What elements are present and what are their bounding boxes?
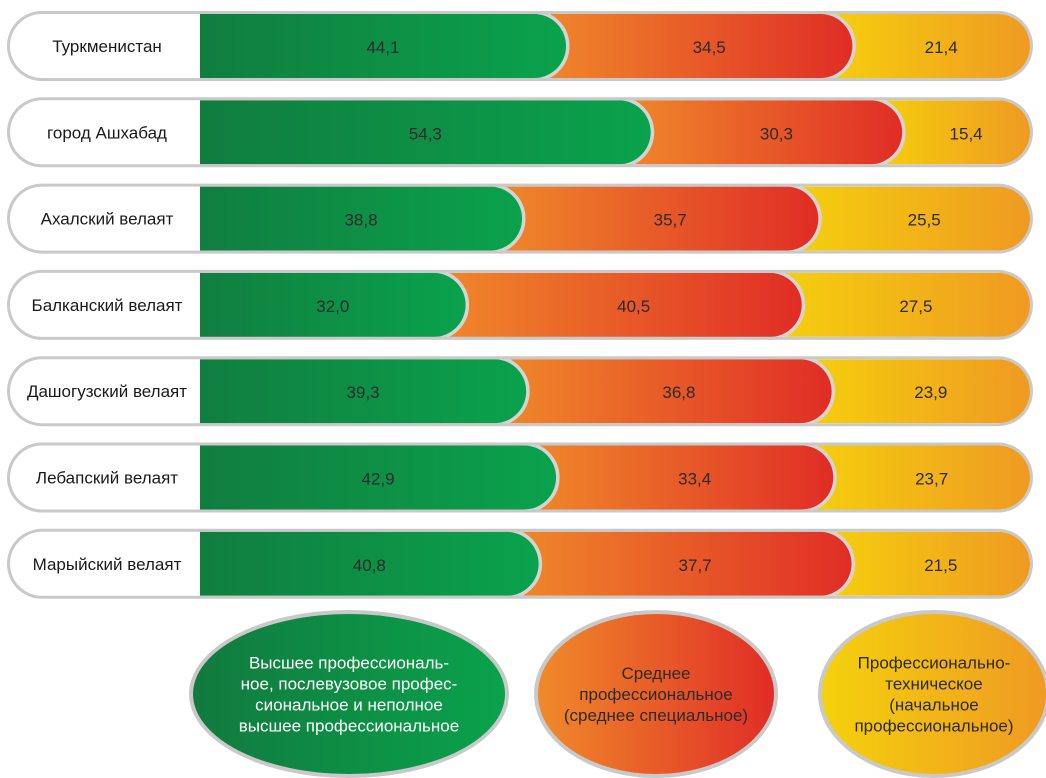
chart-row: 32,0 40,5 27,5 Балканский велаят <box>7 269 1033 340</box>
row-segments <box>200 272 1030 337</box>
value-label: 34,5 <box>693 38 726 57</box>
value-label: 23,9 <box>914 383 947 402</box>
legend-label: Высшее профессиональ- <box>249 654 449 673</box>
bar-segment-3 <box>799 359 1030 424</box>
value-label: 54,3 <box>409 124 442 143</box>
legend-swatch <box>538 614 774 774</box>
value-label: 33,4 <box>678 470 711 489</box>
row-segments <box>200 531 1030 596</box>
legend-swatch <box>193 614 505 774</box>
legend-item-1: Высшее профессиональ-ное, послевузовое п… <box>189 610 509 778</box>
row-segments <box>200 186 1030 251</box>
chart-row: 38,8 35,7 25,5 Ахалский велаят <box>7 183 1033 254</box>
legend-label: ное, послевузовое профес- <box>241 675 458 694</box>
legend-label: Среднее <box>621 664 690 683</box>
value-label: 37,7 <box>679 556 712 575</box>
value-label: 39,3 <box>347 383 380 402</box>
row-segments <box>200 14 1030 78</box>
bar-segment-2 <box>506 531 852 596</box>
value-label: 44,1 <box>366 38 399 57</box>
chart-row: 42,9 33,4 23,7 Лебапский велаят <box>7 442 1033 513</box>
legend-label: (начальное <box>889 696 979 715</box>
legend-item-2: Среднее профессиональное (среднее специаль… <box>534 610 778 778</box>
bar-segment-1 <box>200 186 523 251</box>
bar-segment-3 <box>870 100 1030 165</box>
value-label: 21,5 <box>924 556 957 575</box>
value-label: 27,5 <box>899 297 932 316</box>
bar-segment-3 <box>769 272 1030 337</box>
category-label: город Ашхабад <box>47 123 167 142</box>
value-label: 40,8 <box>353 556 386 575</box>
category-label: Туркменистан <box>52 37 162 56</box>
value-label: 23,7 <box>915 470 948 489</box>
category-label: Марыйский велаят <box>33 555 182 574</box>
value-label: 25,5 <box>908 211 941 230</box>
bar-segment-3 <box>801 445 1030 510</box>
legend-label: техническое <box>885 675 982 694</box>
bar-segment-2 <box>494 359 832 424</box>
legend-item-3: Профессионально-техническое (начальное про… <box>818 610 1046 778</box>
row-segments <box>200 100 1030 165</box>
legend-label: сиональное и неполное <box>255 696 443 715</box>
value-label: 32,0 <box>316 297 349 316</box>
chart-row: 40,8 37,7 21,5 Марыйский велаят <box>7 528 1033 599</box>
value-label: 35,7 <box>654 211 687 230</box>
legend-label: (среднее специальное) <box>564 706 748 725</box>
value-label: 36,8 <box>662 383 695 402</box>
bar-segment-2 <box>618 100 903 165</box>
bar-segment-2 <box>433 272 802 337</box>
chart-row: 54,3 30,3 15,4 город Ашхабад <box>7 97 1033 168</box>
category-label: Лебапский велаят <box>36 469 178 488</box>
value-label: 42,9 <box>361 470 394 489</box>
bar-segment-3 <box>819 531 1030 596</box>
legend-label: профессиональное) <box>854 717 1013 736</box>
bar-segment-2 <box>534 14 853 78</box>
row-segments <box>200 359 1030 424</box>
bar-segment-2 <box>524 445 834 510</box>
bar-segment-1 <box>200 531 539 596</box>
bar-segment-1 <box>200 100 651 165</box>
bar-segment-2 <box>490 186 819 251</box>
legend: Высшее профессиональ-ное, послевузовое п… <box>189 610 1046 778</box>
bar-segment-3 <box>820 14 1030 78</box>
chart-row: 44,1 34,5 21,4 Туркменистан <box>7 11 1033 81</box>
value-label: 21,4 <box>925 38 958 57</box>
legend-label: профессиональное <box>579 685 732 704</box>
legend-label: Профессионально- <box>858 654 1011 673</box>
category-label: Дашогузский велаят <box>27 382 187 401</box>
category-label: Ахалский велаят <box>41 210 174 229</box>
row-segments <box>200 445 1030 510</box>
legend-label: высшее профессиональное <box>239 717 459 736</box>
legend-swatch <box>822 614 1046 774</box>
value-label: 30,3 <box>760 124 793 143</box>
chart-rows: 44,1 34,5 21,4 Туркменистан 54,3 30,3 15,4 горо… <box>7 11 1033 599</box>
bar-segment-1 <box>200 14 567 78</box>
bar-segment-1 <box>200 359 527 424</box>
value-label: 15,4 <box>950 124 983 143</box>
bar-segment-1 <box>200 272 466 337</box>
bar-segment-3 <box>786 186 1030 251</box>
value-label: 38,8 <box>344 211 377 230</box>
chart-row: 39,3 36,8 23,9 Дашогузский велаят <box>7 356 1033 427</box>
bar-segment-1 <box>200 445 557 510</box>
value-label: 40,5 <box>617 297 650 316</box>
category-label: Балканский велаят <box>32 296 183 315</box>
